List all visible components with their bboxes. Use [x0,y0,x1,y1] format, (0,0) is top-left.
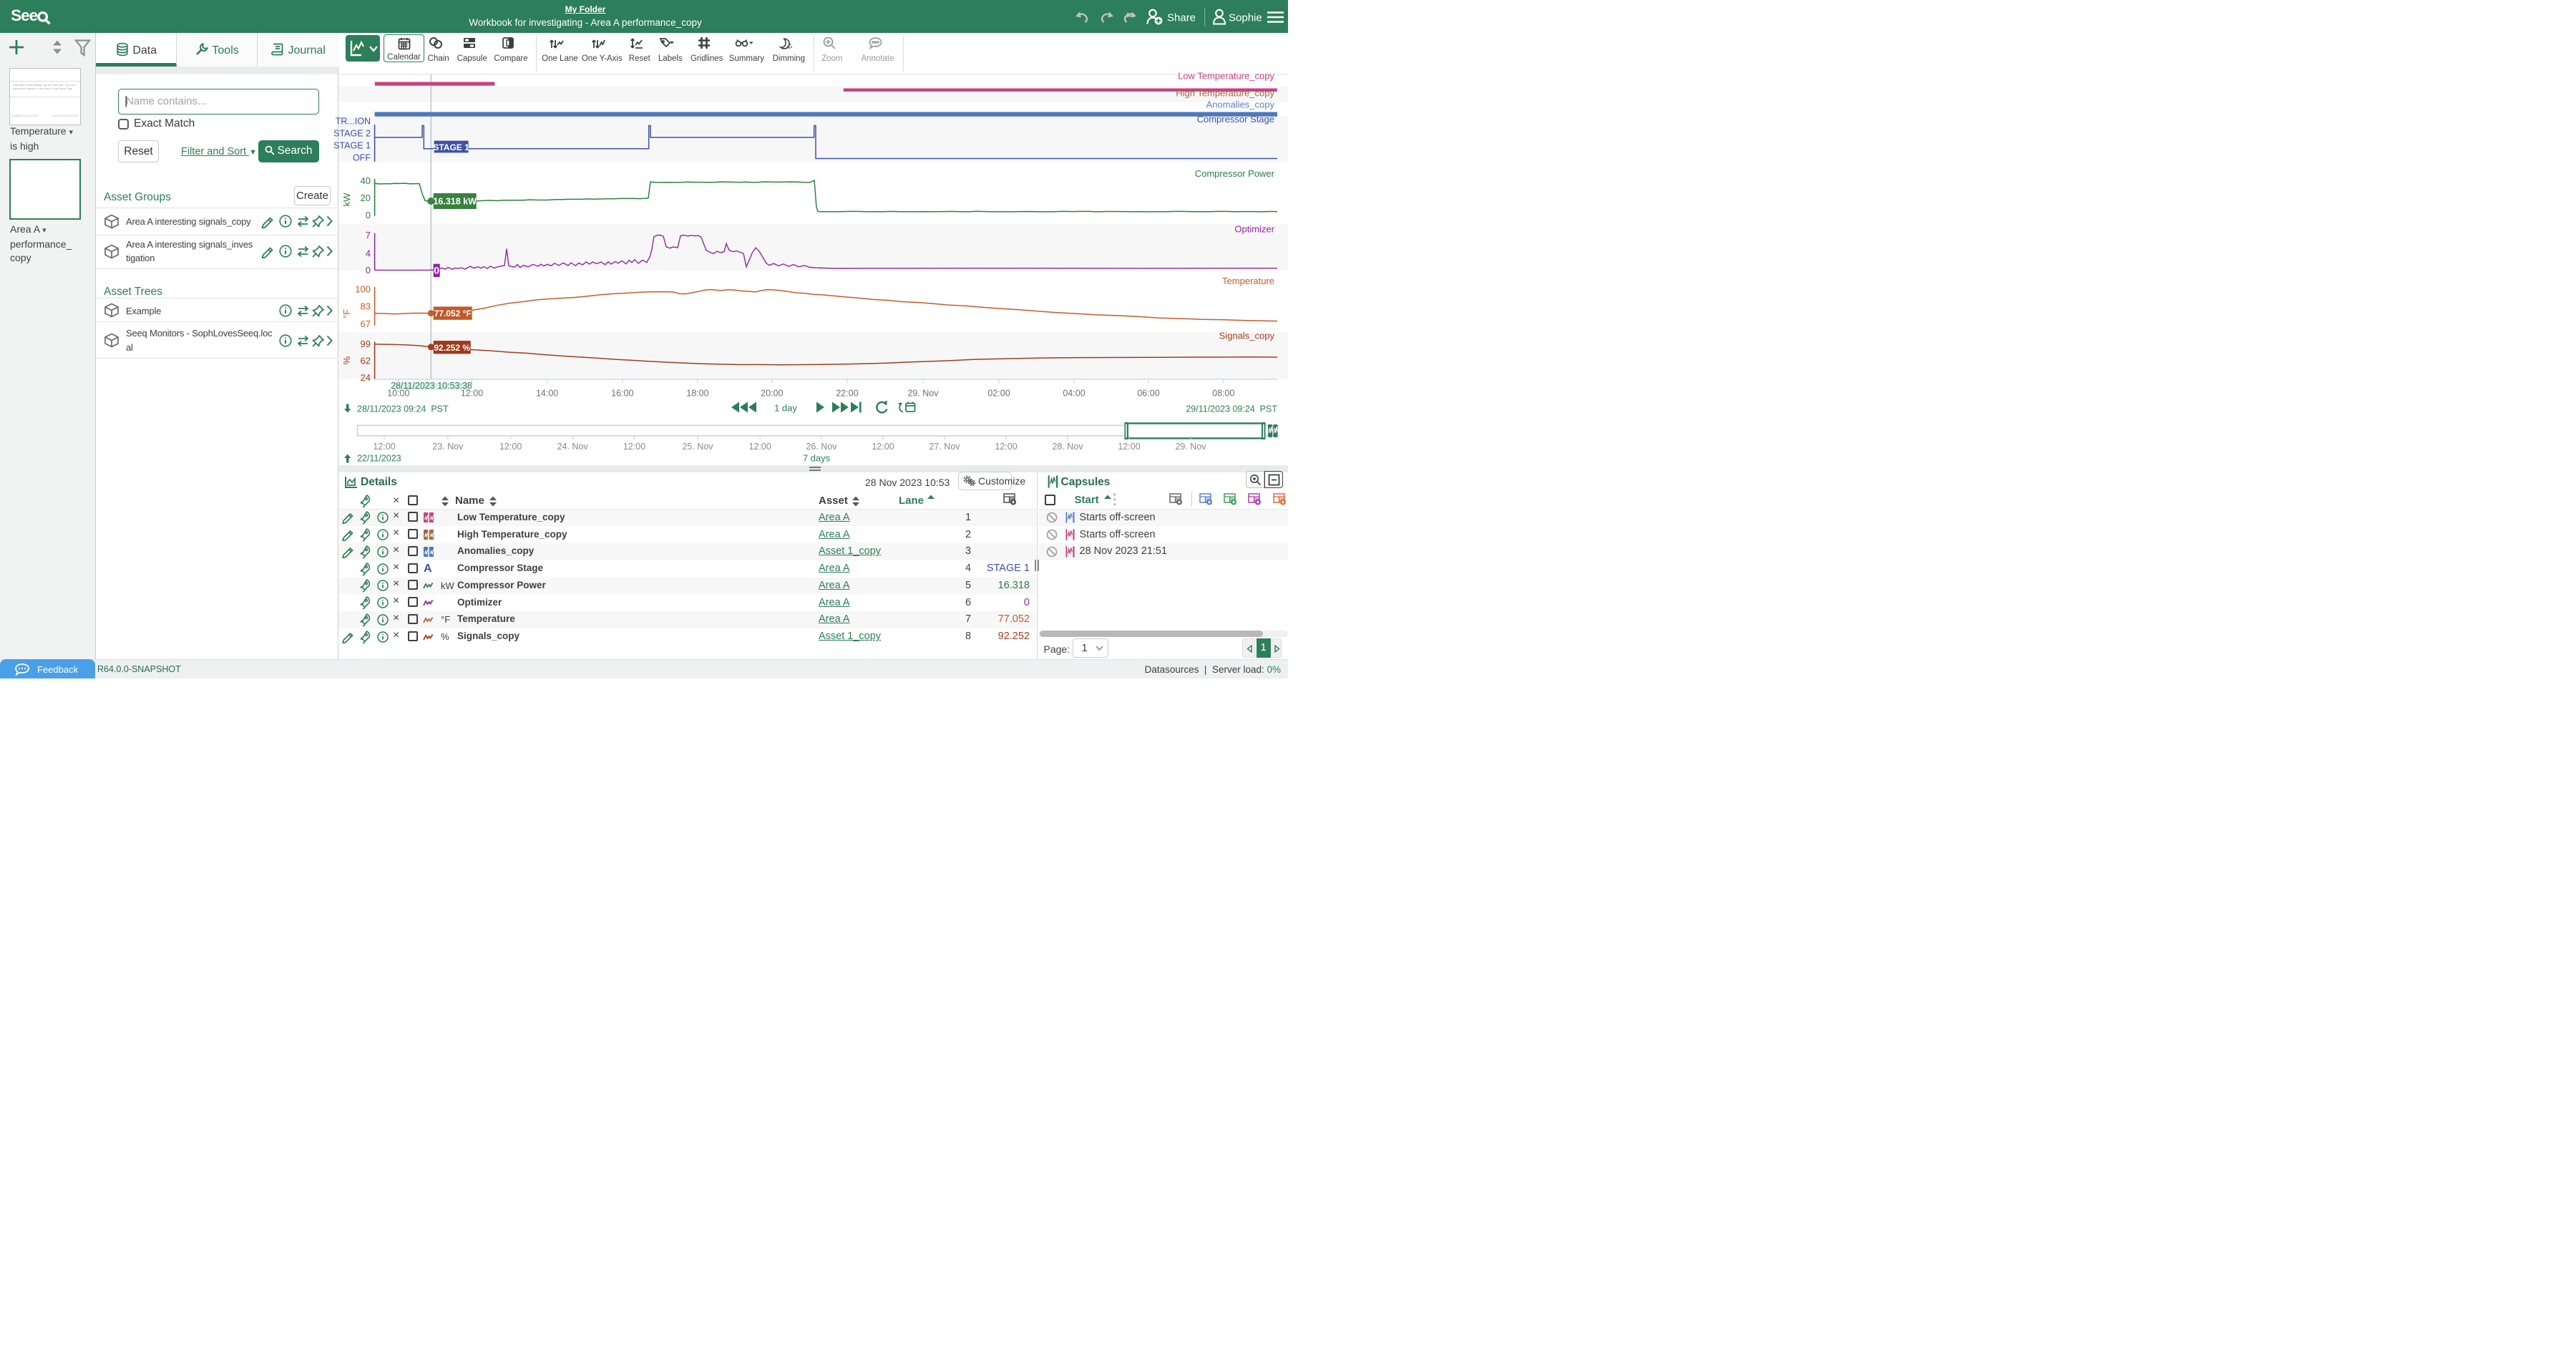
svg-text:Temperature: Temperature [1222,276,1274,286]
svg-text:STAGE 1: STAGE 1 [433,142,469,152]
svg-text:Share: Share [1167,12,1196,24]
svg-text:24. Nov: 24. Nov [557,442,589,452]
svg-text:22/11/2023: 22/11/2023 [357,454,401,464]
svg-text:12:00: 12:00 [373,442,395,452]
svg-text:0: 0 [366,265,371,276]
svg-text:22:00: 22:00 [836,389,858,399]
svg-text:92.252 %: 92.252 % [434,343,470,353]
svg-text:Compressor Power: Compressor Power [1195,168,1275,179]
svg-text:Sophie: Sophie [1229,12,1262,24]
svg-text:67: 67 [361,318,371,329]
svg-text:62: 62 [361,356,371,366]
svg-text:12:00: 12:00 [995,442,1017,452]
svg-text:28/11/2023 09:24 PST: 28/11/2023 09:24 PST [357,404,449,414]
svg-text:TR...ION: TR...ION [336,116,371,126]
svg-text:OFF: OFF [353,153,371,163]
svg-text:29. Nov: 29. Nov [907,389,939,399]
svg-text:24: 24 [361,372,371,383]
svg-text:25. Nov: 25. Nov [682,442,713,452]
svg-text:04:00: 04:00 [1063,389,1085,399]
svg-text:12:00: 12:00 [749,442,771,452]
svg-text:12:00: 12:00 [461,389,483,399]
svg-text:08:00: 08:00 [1212,389,1234,399]
svg-text:High Temperature_copy: High Temperature_copy [1176,87,1274,98]
svg-text:02:00: 02:00 [987,389,1010,399]
svg-text:STAGE 2: STAGE 2 [333,128,371,138]
svg-text:29/11/2023 09:24 PST: 29/11/2023 09:24 PST [1186,404,1277,414]
svg-text:27. Nov: 27. Nov [929,442,960,452]
svg-text:7 days: 7 days [803,453,831,464]
svg-text:28. Nov: 28. Nov [1052,442,1083,452]
svg-text:29. Nov: 29. Nov [1175,442,1206,452]
svg-text:Compressor Stage: Compressor Stage [1197,114,1274,125]
svg-text:0: 0 [434,265,439,276]
svg-text:Low Temperature_copy: Low Temperature_copy [1178,71,1274,82]
svg-text:12:00: 12:00 [499,442,522,452]
svg-text:10:00: 10:00 [387,389,409,399]
svg-text:4: 4 [366,248,371,258]
svg-text:83: 83 [361,301,371,312]
svg-text:06:00: 06:00 [1137,389,1159,399]
svg-text:14:00: 14:00 [536,389,558,399]
svg-text:Anomalies_copy: Anomalies_copy [1206,99,1275,110]
svg-text:%: % [341,356,352,364]
svg-text:12:00: 12:00 [623,442,645,452]
svg-text:23. Nov: 23. Nov [432,442,464,452]
svg-text:20:00: 20:00 [761,389,783,399]
svg-text:12:00: 12:00 [872,442,894,452]
svg-text:99: 99 [361,339,371,349]
svg-text:100: 100 [355,283,371,294]
svg-text:Signals_copy: Signals_copy [1219,330,1275,341]
svg-text:40: 40 [361,175,371,186]
svg-text:26. Nov: 26. Nov [806,442,837,452]
svg-text:See: See [11,6,38,24]
svg-text:7: 7 [366,230,371,240]
svg-text:16:00: 16:00 [611,389,633,399]
svg-text:77.052 °F: 77.052 °F [434,308,472,318]
svg-text:STAGE 1: STAGE 1 [333,141,371,151]
svg-text:Optimizer: Optimizer [1234,224,1274,235]
svg-text:kW: kW [341,193,352,207]
svg-text:20: 20 [361,193,371,203]
svg-text:18:00: 18:00 [686,389,708,399]
svg-text:1 day: 1 day [774,403,797,414]
svg-text:12:00: 12:00 [1118,442,1140,452]
svg-text:°F: °F [341,309,352,318]
svg-text:0: 0 [366,210,371,220]
svg-text:16.318 kW: 16.318 kW [433,197,477,207]
svg-text:28/11/2023 10:53:38: 28/11/2023 10:53:38 [391,381,472,391]
